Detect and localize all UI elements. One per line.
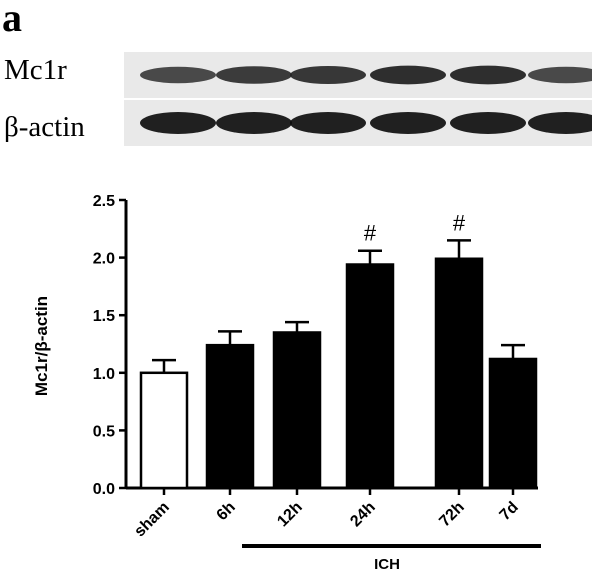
blot-bands-mc1r	[140, 65, 598, 85]
blot-band	[216, 112, 292, 134]
blot-band	[140, 112, 216, 134]
blot-band	[370, 65, 446, 85]
x-tick-label: 72h	[436, 499, 468, 531]
group-label: ICH	[374, 556, 400, 573]
blot-band	[370, 112, 446, 134]
bar-6h	[205, 343, 255, 490]
y-tick-label: 0.5	[93, 423, 115, 440]
blot-band	[216, 66, 292, 84]
bar-12h	[272, 331, 322, 490]
y-tick-label: 2.5	[93, 193, 115, 210]
blot-label-mc1r: Mc1r	[4, 54, 67, 86]
blot-band	[290, 112, 366, 134]
blot-band	[528, 112, 598, 134]
blot-band	[450, 112, 526, 134]
bar-24h	[345, 263, 395, 490]
blot-label-actin: β-actin	[4, 111, 85, 143]
blot-band	[290, 66, 366, 84]
significance-marker: #	[364, 221, 377, 246]
blot-strip-actin	[124, 100, 598, 146]
x-tick-label: sham	[131, 499, 173, 541]
blot-band	[450, 65, 526, 85]
y-tick-label: 2.0	[93, 251, 115, 268]
significance-marker: #	[453, 210, 466, 235]
y-tick-label: 0.0	[93, 481, 115, 498]
blot-band	[528, 66, 598, 84]
y-tick-label: 1.0	[93, 366, 115, 383]
x-tick-label: 7d	[497, 499, 522, 524]
y-tick-label: 1.5	[93, 308, 115, 325]
bar-7d	[488, 357, 538, 490]
blot-bands-actin	[140, 112, 598, 134]
x-tick-label: 24h	[347, 499, 379, 531]
chart-bars: # #	[139, 210, 538, 490]
chart-axes: 0.0 0.5 1.0 1.5 2.0 2.5 sham 6h 12h 24h 72h 7d	[93, 193, 538, 540]
bar-sham	[139, 371, 189, 490]
panel-letter: a	[2, 0, 22, 40]
y-axis-label: Mc1r/β-actin	[32, 296, 51, 396]
bar-72h	[434, 257, 484, 490]
blot-strip-mc1r	[124, 52, 598, 98]
blot-band	[140, 66, 216, 84]
x-tick-label: 12h	[274, 499, 306, 531]
x-tick-label: 6h	[214, 499, 239, 524]
